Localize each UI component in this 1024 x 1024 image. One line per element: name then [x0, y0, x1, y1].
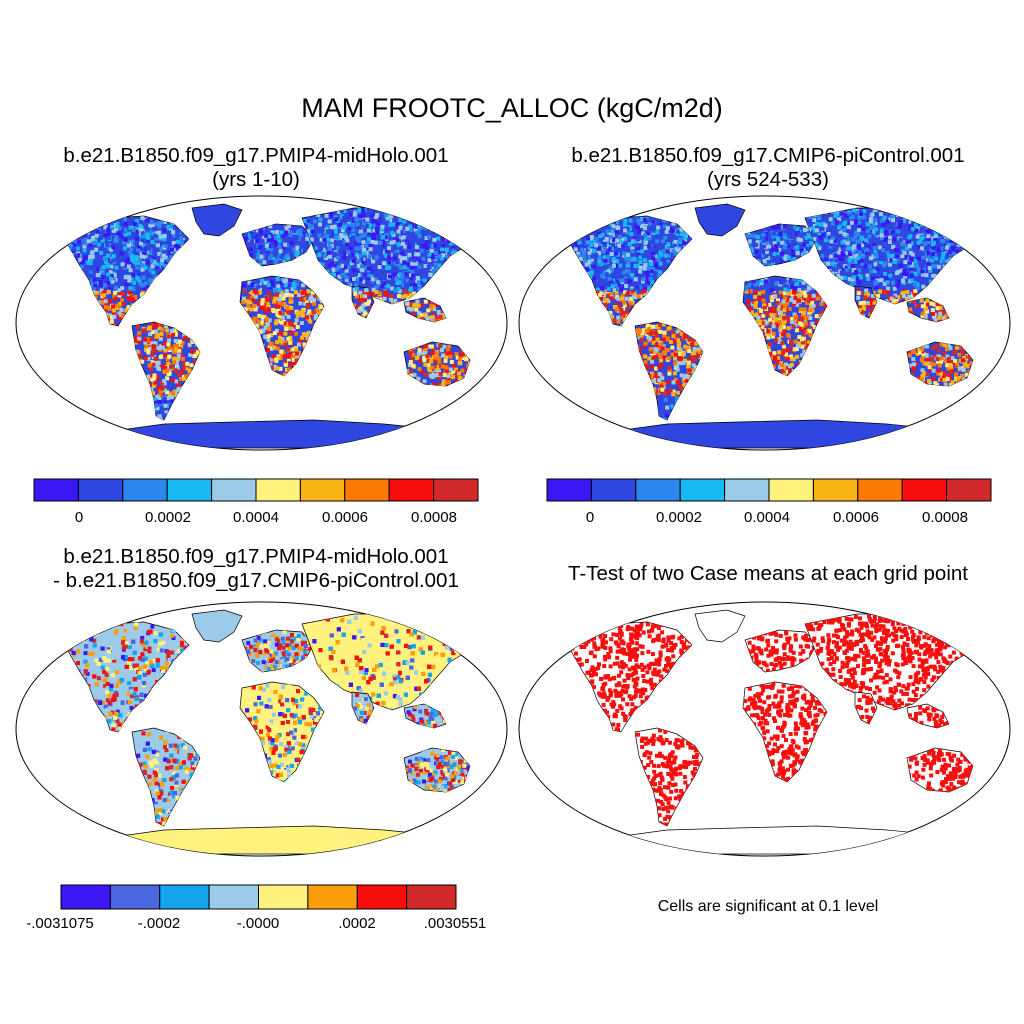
- colorbar-tick-label: -.0002: [138, 915, 181, 932]
- colorbar-tick-label: 0.0006: [322, 509, 368, 526]
- panel-3-colorbar: -.0031075 -.0002 -.0000 .0002 .0030551: [26, 884, 487, 932]
- colorbar-tick-label: 0.0002: [656, 509, 702, 526]
- colorbar-tick-label: 0.0004: [233, 509, 279, 526]
- panel-4-map: [518, 601, 1011, 857]
- panel-4-title-line-1: T-Test of two Case means at each grid po…: [568, 562, 968, 585]
- figure-title: MAM FROOTC_ALLOC (kgC/m2d): [301, 93, 723, 123]
- panel-2-title: b.e21.B1850.f09_g17.CMIP6-piControl.001 …: [512, 144, 1024, 192]
- colorbar-swatch: [635, 478, 681, 502]
- panel-1-title: b.e21.B1850.f09_g17.PMIP4-midHolo.001 (y…: [0, 144, 512, 192]
- panel-3-title-line-2: - b.e21.B1850.f09_g17.CMIP6-piControl.00…: [53, 569, 459, 592]
- colorbar-tick-label: 0: [586, 509, 594, 526]
- panel-4-title: T-Test of two Case means at each grid po…: [512, 562, 1024, 586]
- colorbar-swatch: [211, 478, 257, 502]
- colorbar-swatch: [299, 478, 346, 502]
- colorbar-swatch: [33, 478, 79, 502]
- significance-note: Cells are significant at 0.1 level: [657, 898, 879, 915]
- colorbar-swatch: [812, 478, 859, 502]
- colorbar-swatch: [388, 478, 435, 502]
- continent-greenland: [694, 203, 746, 237]
- colorbar-tick-label: 0.0002: [145, 509, 191, 526]
- colorbar-swatch: [166, 478, 213, 502]
- panel-1-map: [15, 195, 508, 451]
- colorbar-swatch: [60, 884, 111, 910]
- colorbar-tick-label: 0: [75, 509, 83, 526]
- panel-3-title: b.e21.B1850.f09_g17.PMIP4-midHolo.001 - …: [0, 545, 512, 593]
- colorbar-swatch: [159, 884, 210, 910]
- panel-1-title-line-2: (yrs 1-10): [212, 168, 300, 191]
- colorbar-swatch: [433, 478, 479, 502]
- colorbar-swatch: [546, 478, 592, 502]
- continent-greenland: [191, 609, 243, 643]
- colorbar-swatch: [406, 884, 457, 910]
- colorbar-swatch: [946, 478, 992, 502]
- colorbar-tick-label: -.0031075: [26, 915, 94, 932]
- colorbar-swatch: [901, 478, 948, 502]
- colorbar-swatch: [109, 884, 161, 910]
- continent-greenland: [191, 203, 243, 237]
- colorbar-swatch: [258, 884, 309, 910]
- colorbar-swatch: [208, 884, 259, 910]
- panel-2-title-line-1: b.e21.B1850.f09_g17.CMIP6-piControl.001: [571, 144, 965, 167]
- colorbar-tick-label: .0002: [338, 915, 376, 932]
- colorbar-swatch: [768, 478, 814, 502]
- panel-2-colorbar: 0 0.0002 0.0004 0.0006 0.0008: [546, 478, 992, 526]
- panel-1-title-line-1: b.e21.B1850.f09_g17.PMIP4-midHolo.001: [63, 144, 449, 167]
- colorbar-swatch: [590, 478, 637, 502]
- colorbar-swatch: [307, 884, 358, 910]
- colorbar-swatch: [857, 478, 903, 502]
- panel-2-map: [518, 195, 1011, 451]
- colorbar-tick-label: 0.0006: [833, 509, 879, 526]
- colorbar-swatch: [356, 884, 408, 910]
- panel-3-map: [15, 601, 508, 857]
- colorbar-swatch: [77, 478, 124, 502]
- colorbar-tick-label: 0.0008: [922, 509, 968, 526]
- continent-greenland: [694, 609, 746, 643]
- panel-3-title-line-1: b.e21.B1850.f09_g17.PMIP4-midHolo.001: [63, 545, 449, 568]
- colorbar-tick-label: 0.0004: [744, 509, 790, 526]
- colorbar-swatch: [344, 478, 390, 502]
- colorbar-tick-label: 0.0008: [411, 509, 457, 526]
- panel-1-colorbar: 0 0.0002 0.0004 0.0006 0.0008: [33, 478, 479, 526]
- colorbar-tick-label: .0030551: [424, 915, 487, 932]
- colorbar-swatch: [724, 478, 770, 502]
- colorbar-tick-label: -.0000: [237, 915, 280, 932]
- colorbar-swatch: [122, 478, 168, 502]
- colorbar-swatch: [255, 478, 301, 502]
- colorbar-swatch: [679, 478, 726, 502]
- panel-2-title-line-2: (yrs 524-533): [707, 168, 829, 191]
